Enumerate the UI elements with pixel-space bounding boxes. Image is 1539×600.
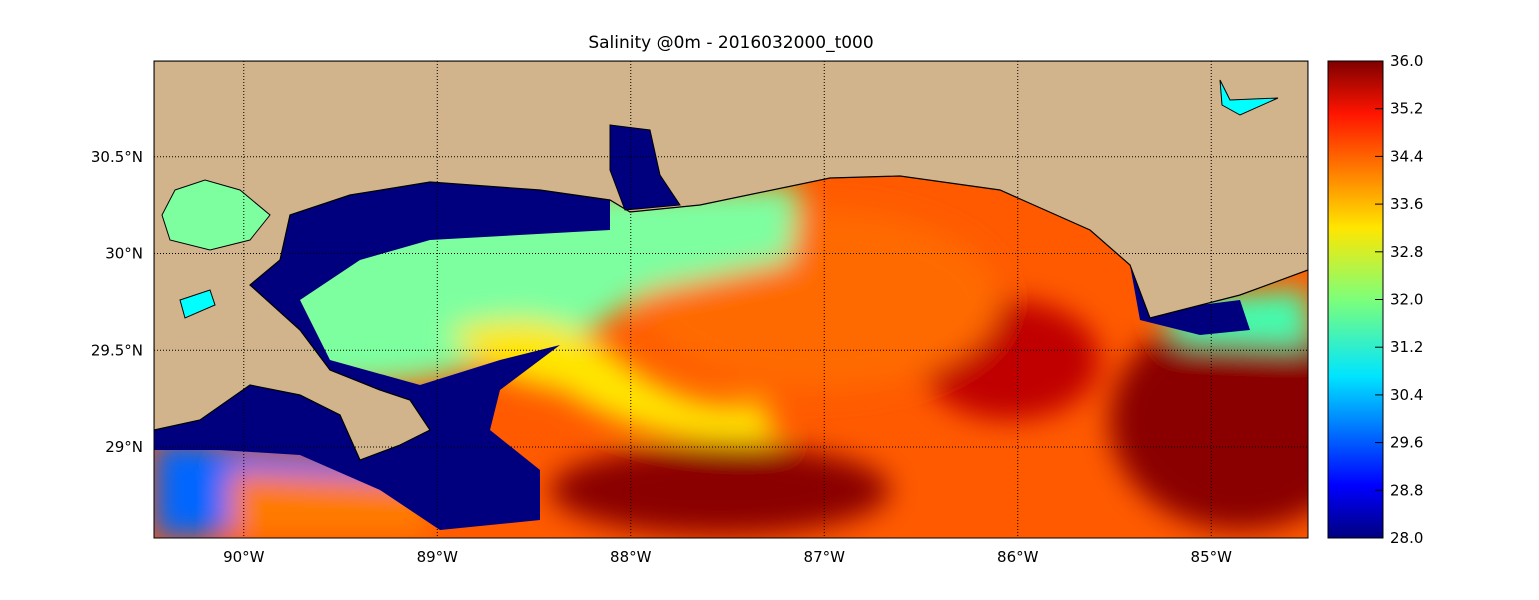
colorbar-tick-label: 32.0 (1390, 291, 1423, 309)
x-tick-label: 89°W (417, 548, 459, 566)
colorbar-tick-label: 28.8 (1390, 481, 1423, 499)
x-tick-label: 85°W (1191, 548, 1233, 566)
x-tick-label: 90°W (223, 548, 265, 566)
colorbar (1327, 60, 1384, 539)
colorbar-tick-label: 36.0 (1390, 52, 1423, 70)
colorbar-tick-label: 31.2 (1390, 338, 1423, 356)
y-tick-label: 29°N (105, 438, 143, 456)
salinity-field (154, 61, 1308, 538)
y-tick-label: 30°N (105, 245, 143, 263)
map-title: Salinity @0m - 2016032000_t000 (588, 33, 873, 53)
colorbar-tick-label: 33.6 (1390, 195, 1423, 213)
colorbar-tick-label: 28.0 (1390, 529, 1423, 547)
x-tick-label: 87°W (804, 548, 846, 566)
colorbar-tick-label: 30.4 (1390, 386, 1423, 404)
y-tick-label: 29.5°N (91, 341, 143, 359)
x-tick-label: 88°W (610, 548, 652, 566)
map-frame (153, 60, 1309, 539)
colorbar-tick-label: 34.4 (1390, 147, 1423, 165)
colorbar-tick-label: 29.6 (1390, 434, 1423, 452)
colorbar-tick-label: 35.2 (1390, 100, 1423, 118)
x-tick-label: 86°W (997, 548, 1039, 566)
y-tick-label: 30.5°N (91, 148, 143, 166)
colorbar-tick-label: 32.8 (1390, 243, 1423, 261)
